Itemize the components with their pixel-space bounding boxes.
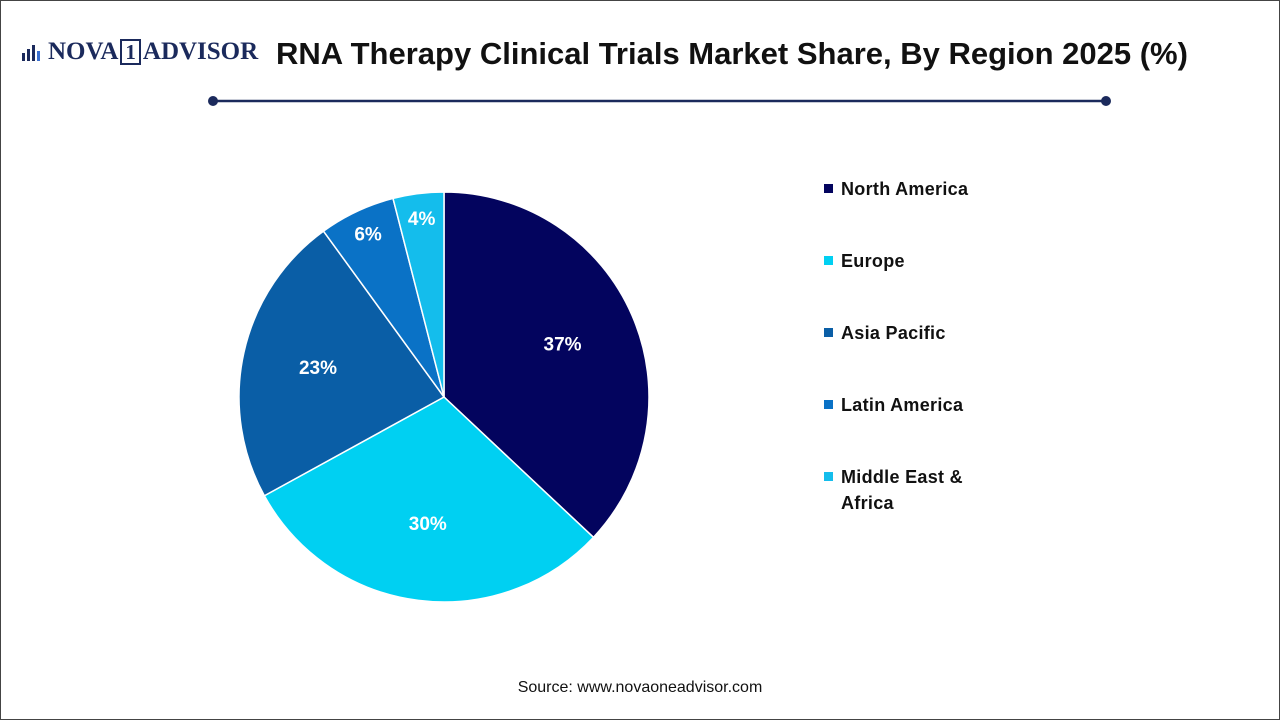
logo-icon <box>22 45 40 61</box>
legend-item: Middle East & Africa <box>824 466 991 538</box>
legend-swatch <box>824 184 833 193</box>
legend-item: Asia Pacific <box>824 322 991 394</box>
legend-item: North America <box>824 178 991 250</box>
pie-slice <box>392 191 445 398</box>
logo: NOVA 1 ADVISOR <box>20 38 258 66</box>
data-label: 6% <box>354 225 382 246</box>
rule-dot <box>208 96 218 106</box>
legend-swatch <box>824 472 833 481</box>
legend: North America Europe Asia Pacific Latin Ame… <box>824 178 991 538</box>
legend-swatch <box>824 328 833 337</box>
legend-item: Latin America <box>824 394 991 466</box>
pie-slice <box>443 191 650 539</box>
pie-slice <box>263 396 595 603</box>
data-label: 23% <box>299 358 337 379</box>
legend-label: Asia Pacific <box>841 323 946 343</box>
logo-mark: 1 <box>120 39 141 65</box>
legend-label: Latin America <box>841 395 964 415</box>
legend-label: Middle East & Africa <box>841 467 963 513</box>
logo-text: ADVISOR <box>142 38 259 65</box>
chart-title: RNA Therapy Clinical Trials Market Share… <box>276 36 1188 71</box>
data-label: 4% <box>408 209 436 230</box>
pie-slice <box>238 230 446 497</box>
legend-label: Europe <box>841 251 905 271</box>
source: Source: www.novaoneadvisor.com <box>517 679 763 696</box>
data-label: 37% <box>544 335 582 356</box>
rule-dot <box>1101 96 1111 106</box>
legend-label: North America <box>841 179 969 199</box>
legend-swatch <box>824 256 833 265</box>
data-label: 30% <box>409 514 447 535</box>
legend-item: Europe <box>824 250 991 322</box>
logo-text: NOVA <box>48 38 119 65</box>
legend-swatch <box>824 400 833 409</box>
